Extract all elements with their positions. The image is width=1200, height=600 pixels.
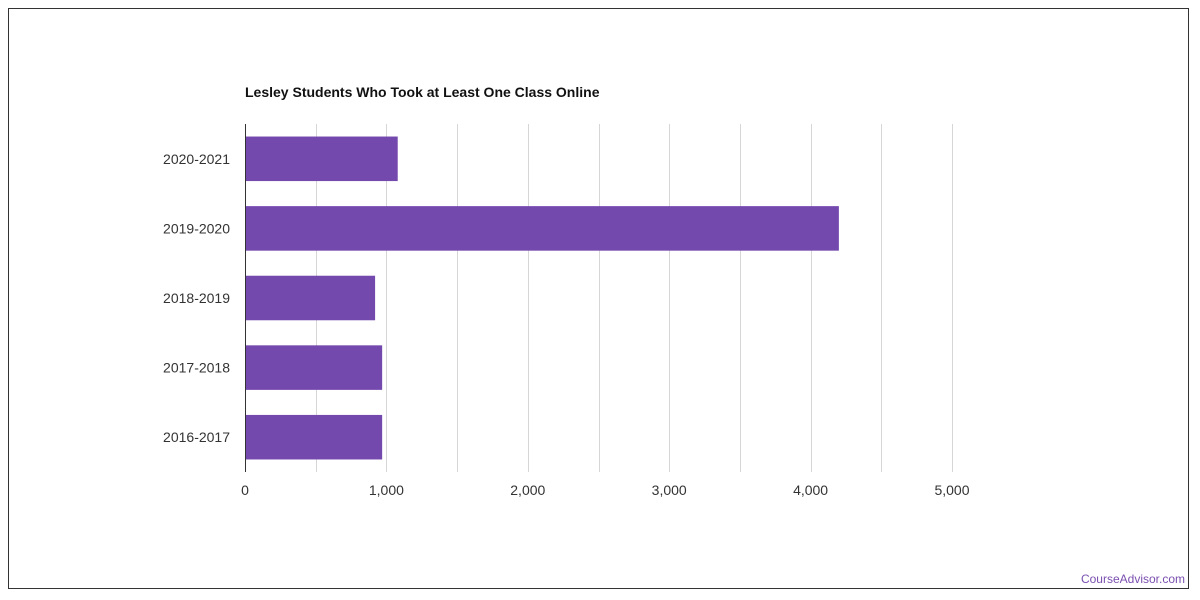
y-tick-label: 2019-2020 [163,220,230,236]
y-tick-label: 2017-2018 [163,360,230,376]
bar-2018-2019 [245,275,376,321]
grid-lines [316,124,953,472]
y-tick-label: 2016-2017 [163,429,230,445]
x-tick-label: 4,000 [793,482,828,498]
x-tick-label: 2,000 [510,482,545,498]
bar-2019-2020 [245,206,839,251]
bars [245,136,839,460]
x-tick-label: 5,000 [934,482,969,498]
bar-2017-2018 [245,345,383,390]
courseadvisor-link[interactable]: CourseAdvisor.com [1080,572,1185,586]
bar-2016-2017 [245,414,383,460]
tick-labels: 2020-2021 2019-2020 2018-2019 2017-2018 2016… [163,151,970,498]
y-tick-label: 2018-2019 [163,290,230,306]
chart-title: Lesley Students Who Took at Least One Cl… [245,84,600,100]
bar-2020-2021 [245,136,398,182]
chart-frame [8,8,1189,589]
x-tick-label: 0 [241,482,249,498]
x-tick-label: 3,000 [652,482,687,498]
x-tick-label: 1,000 [369,482,404,498]
y-tick-label: 2020-2021 [163,151,230,167]
